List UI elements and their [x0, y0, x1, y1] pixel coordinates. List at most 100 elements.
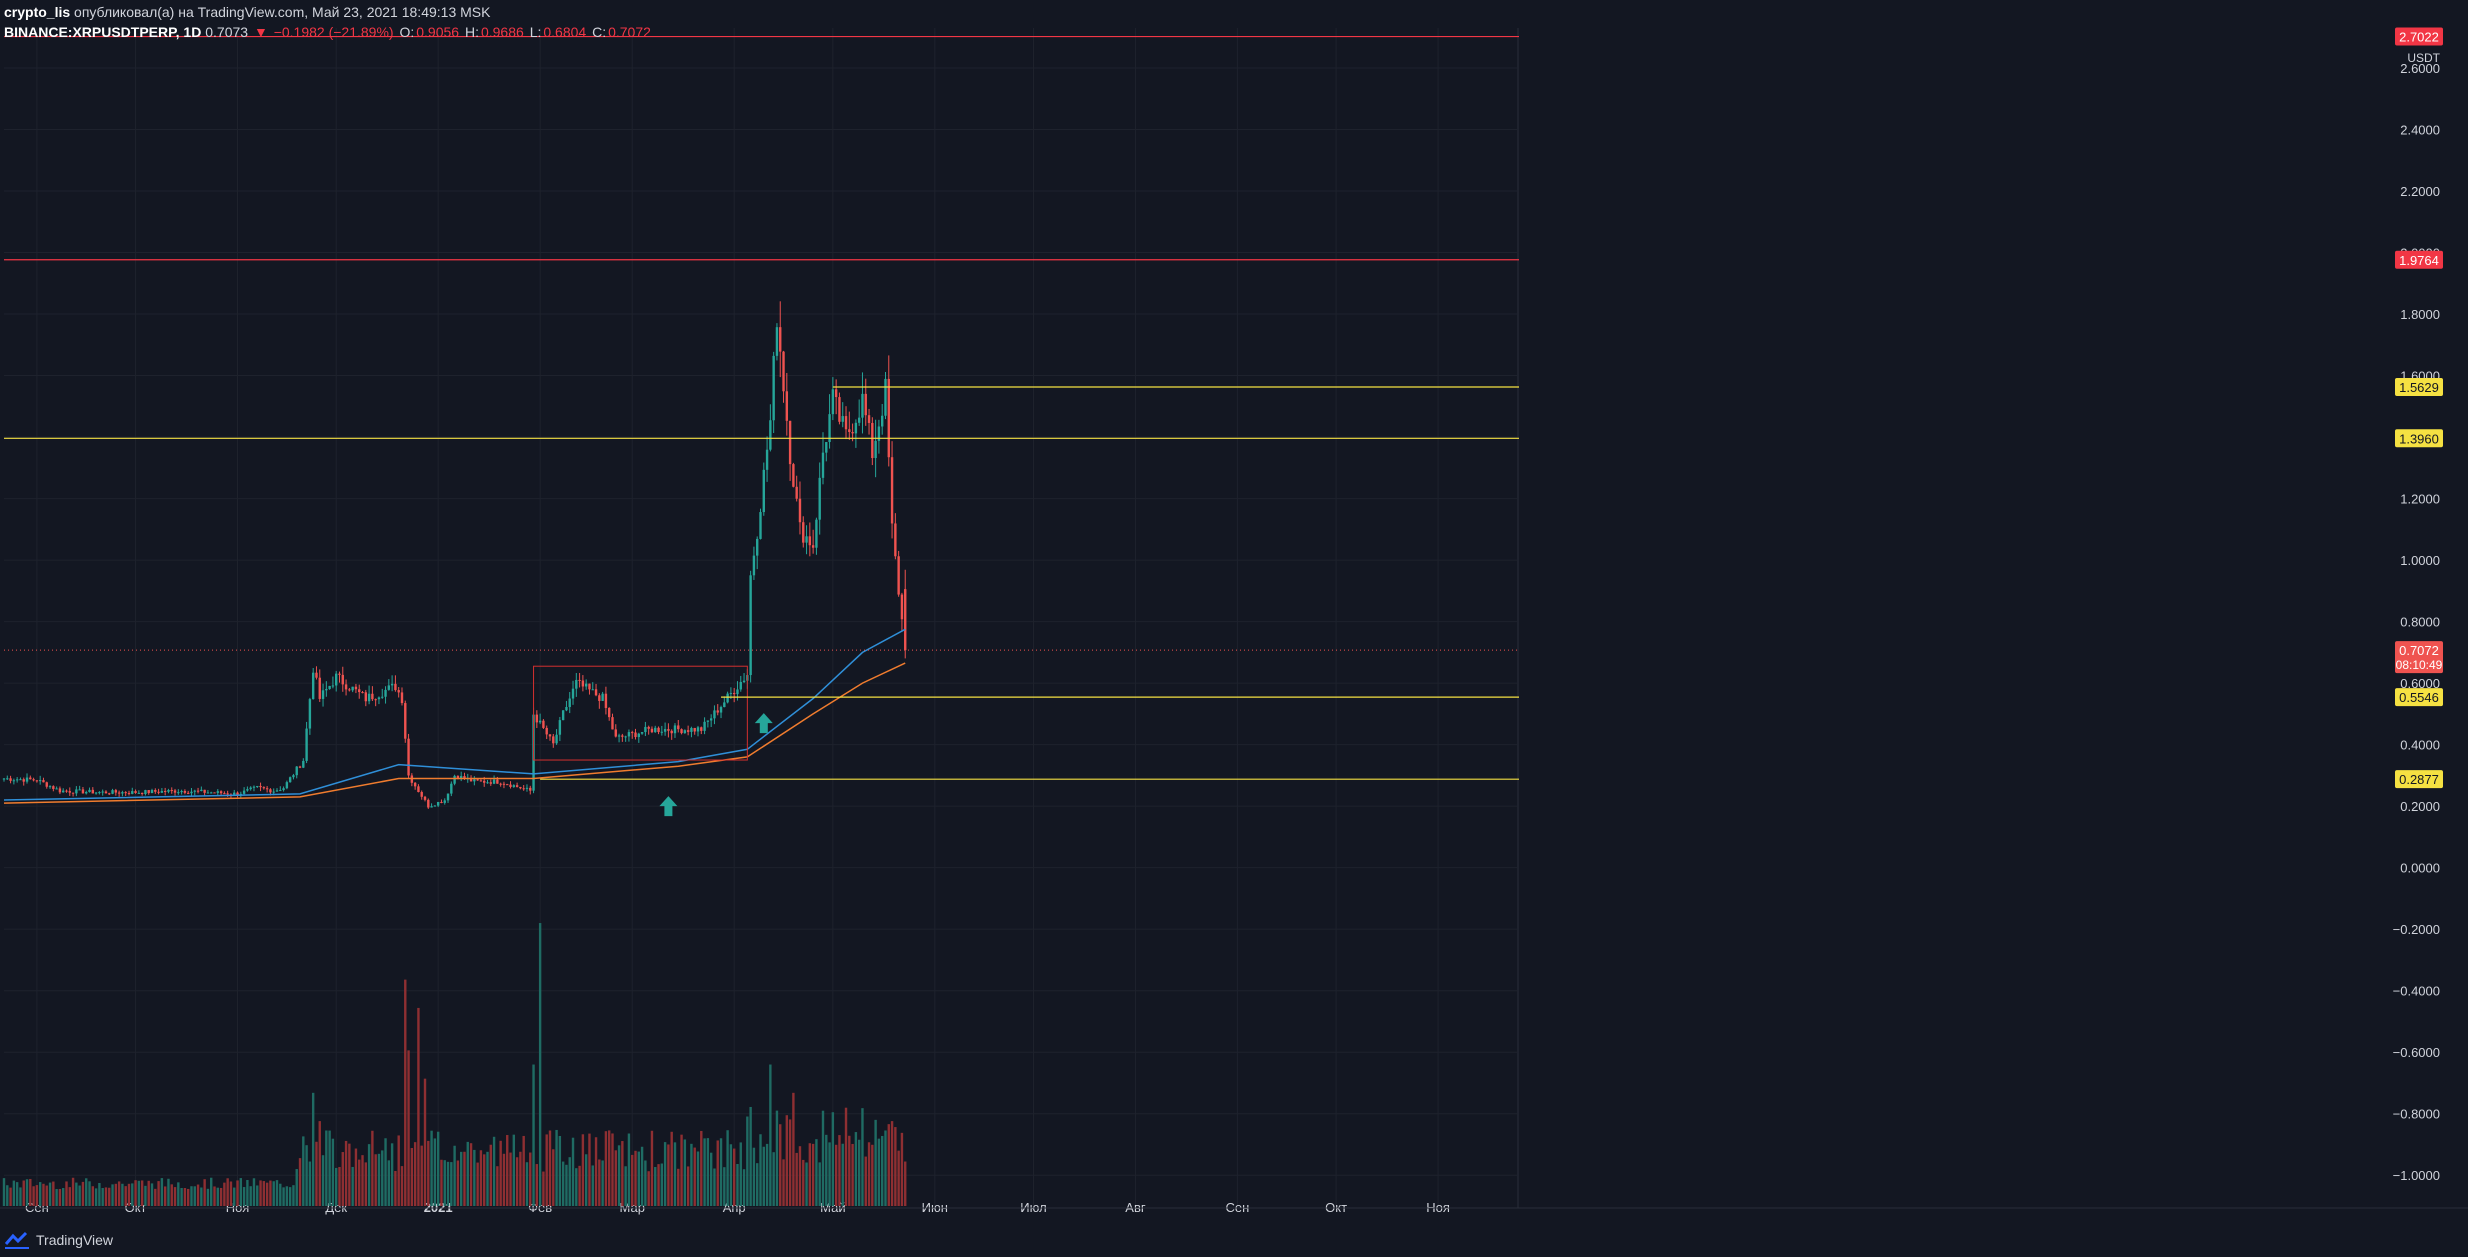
volume-bar — [634, 1150, 637, 1206]
candle-body — [131, 791, 134, 794]
low-value: 0.6804 — [543, 24, 587, 40]
candle-body — [404, 703, 407, 739]
volume-bar — [706, 1138, 710, 1206]
candle-body — [489, 782, 492, 784]
candle-body — [545, 727, 548, 735]
volume-bar — [904, 1161, 907, 1206]
y-tick-label: 0.2000 — [2400, 799, 2440, 814]
symbol-name[interactable]: BINANCE:XRPUSDTPERP, 1D — [4, 24, 202, 40]
volume-bar — [55, 1189, 58, 1206]
candle-body — [568, 698, 571, 708]
volume-bar — [420, 1145, 423, 1206]
volume-bar — [117, 1181, 121, 1206]
candle-body — [318, 677, 321, 699]
candle-body — [387, 685, 391, 690]
candle-body — [815, 519, 818, 548]
volume-bar — [252, 1178, 256, 1206]
volume-bar — [601, 1160, 604, 1206]
volume-bar — [598, 1159, 601, 1206]
volume-bar — [864, 1156, 867, 1206]
volume-bar — [328, 1130, 331, 1206]
candle-body — [598, 695, 601, 701]
volume-bar — [637, 1151, 641, 1206]
candle-body — [127, 793, 131, 795]
author-name[interactable]: crypto_lis — [4, 4, 71, 20]
candle-body — [344, 684, 348, 690]
volume-bar — [361, 1155, 364, 1206]
volume-bar — [387, 1160, 391, 1206]
candle-body — [78, 789, 81, 791]
volume-bar — [818, 1162, 821, 1206]
candle-body — [42, 780, 45, 783]
volume-bar — [410, 1147, 414, 1206]
volume-bar — [335, 1167, 338, 1206]
candle-body — [627, 732, 631, 737]
volume-bar — [788, 1119, 792, 1206]
candle-body — [193, 790, 196, 792]
tradingview-branding[interactable]: TradingView — [4, 1227, 113, 1253]
candle-body — [486, 782, 489, 784]
candle-body — [154, 790, 157, 792]
volume-bar — [532, 1064, 535, 1206]
volume-bar — [377, 1153, 381, 1206]
candle-body — [94, 792, 98, 794]
candle-body — [246, 789, 249, 791]
volume-bar — [811, 1143, 815, 1206]
volume-bar — [716, 1140, 719, 1206]
volume-bar — [25, 1179, 29, 1206]
candle-body — [848, 429, 851, 432]
volume-bar — [94, 1188, 98, 1206]
candle-body — [2, 778, 6, 780]
candle-body — [282, 788, 285, 791]
volume-bar — [647, 1171, 650, 1206]
candle-body — [223, 793, 226, 795]
candle-body — [311, 672, 315, 700]
volume-bar — [591, 1165, 594, 1206]
volume-bar — [640, 1146, 644, 1206]
candle-body — [469, 778, 473, 782]
candle-body — [167, 790, 170, 792]
volume-bar — [157, 1181, 160, 1206]
volume-bar — [686, 1166, 690, 1206]
volume-bar — [713, 1168, 716, 1206]
candle-body — [38, 780, 42, 782]
candle-body — [436, 801, 440, 806]
candle-body — [825, 442, 828, 453]
volume-bar — [654, 1167, 657, 1206]
volume-bar — [657, 1164, 660, 1206]
y-tick-label: −0.2000 — [2393, 922, 2440, 937]
volume-bar — [400, 1166, 404, 1206]
volume-bar — [288, 1187, 292, 1206]
volume-bar — [802, 1159, 805, 1206]
volume-bar — [32, 1186, 35, 1206]
volume-bar — [170, 1184, 173, 1206]
volume-bar — [121, 1183, 124, 1206]
candle-body — [180, 791, 183, 793]
volume-bar — [512, 1134, 516, 1206]
volume-bar — [233, 1187, 236, 1206]
candle-body — [325, 688, 328, 691]
candle-body — [160, 790, 164, 793]
candle-body — [752, 555, 756, 576]
candle-body — [233, 792, 236, 795]
chart-header: crypto_lis опубликовал(а) на TradingView… — [4, 2, 653, 42]
candle-body — [361, 692, 364, 694]
volume-bar — [479, 1150, 483, 1206]
volume-bar — [397, 1135, 400, 1206]
candle-body — [867, 415, 871, 423]
candle-body — [262, 787, 266, 789]
volume-bar — [459, 1151, 463, 1206]
high-value: 0.9686 — [480, 24, 524, 40]
volume-bar — [423, 1078, 427, 1206]
volume-bar — [499, 1140, 502, 1206]
volume-bar — [542, 1171, 545, 1206]
candle-body — [55, 788, 58, 790]
volume-bar — [584, 1154, 588, 1206]
volume-bar — [407, 1050, 410, 1206]
volume-bar — [311, 1092, 315, 1206]
volume-bar — [502, 1153, 506, 1206]
candle-body — [203, 789, 206, 793]
candle-body — [206, 792, 210, 794]
y-tick-label: 0.0000 — [2400, 861, 2440, 876]
